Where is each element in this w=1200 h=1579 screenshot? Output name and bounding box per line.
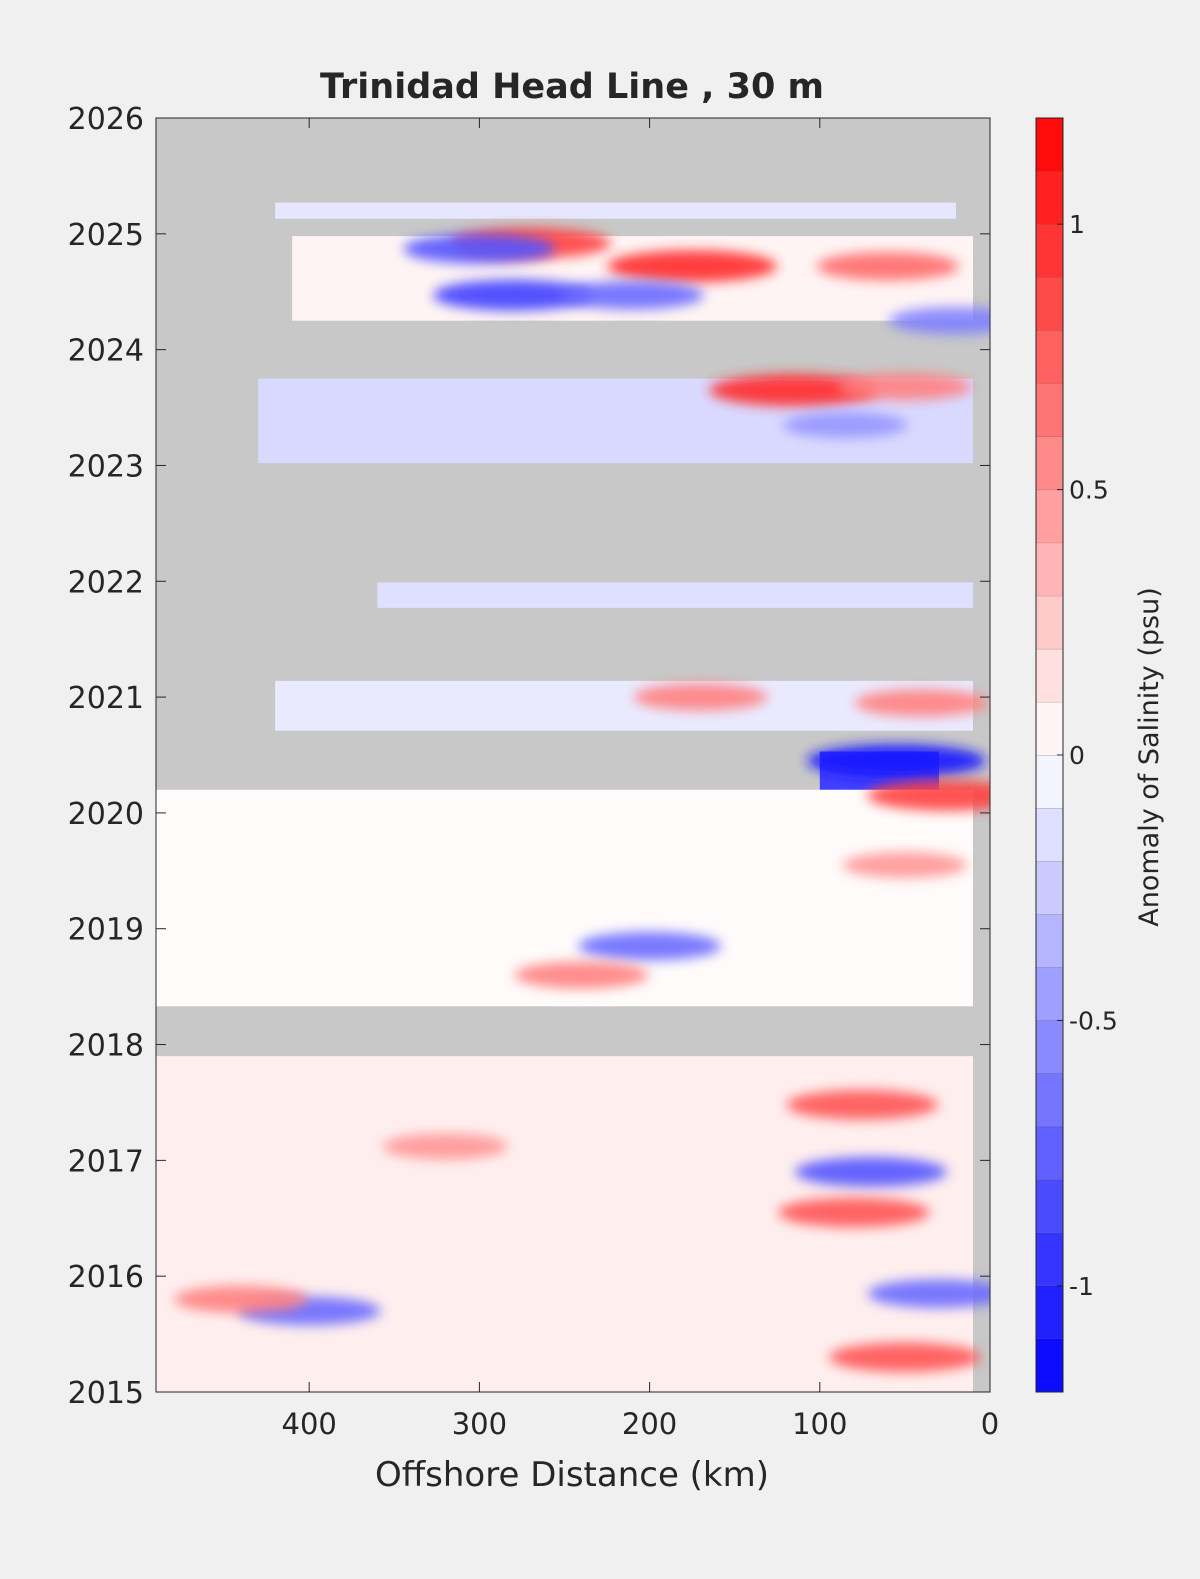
y-tick-label-8: 2023 bbox=[68, 449, 144, 484]
anomaly-feature-23 bbox=[174, 1285, 309, 1313]
anomaly-feature-12 bbox=[806, 744, 986, 778]
colorbar-segment-7 bbox=[1036, 967, 1063, 1021]
data-coverage-band-3 bbox=[377, 582, 973, 608]
x-tick-label-4: 0 bbox=[981, 1407, 999, 1441]
anomaly-feature-6 bbox=[888, 307, 990, 335]
anomaly-feature-19 bbox=[794, 1157, 947, 1187]
colorbar-segment-1 bbox=[1036, 1285, 1063, 1339]
colorbar-segment-12 bbox=[1036, 701, 1063, 755]
anomaly-feature-14 bbox=[842, 852, 968, 879]
colorbar-tick-label-4: 1 bbox=[1069, 210, 1085, 239]
anomaly-feature-4 bbox=[561, 281, 705, 310]
y-tick-label-10: 2025 bbox=[68, 218, 144, 253]
anomaly-feature-0 bbox=[607, 250, 778, 283]
anomaly-feature-5 bbox=[816, 252, 960, 281]
plot-area bbox=[155, 117, 991, 1393]
colorbar-segment-3 bbox=[1036, 1179, 1063, 1233]
colorbar-tick-label-2: 0 bbox=[1069, 741, 1085, 770]
colorbar-segment-18 bbox=[1036, 383, 1063, 437]
chart-title: Trinidad Head Line , 30 m bbox=[320, 67, 824, 107]
colorbar-segment-19 bbox=[1036, 330, 1063, 384]
colorbar-segment-21 bbox=[1036, 224, 1063, 278]
anomaly-feature-20 bbox=[777, 1197, 930, 1228]
anomaly-feature-13 bbox=[866, 780, 990, 811]
anomaly-feature-3 bbox=[432, 279, 594, 311]
anomaly-feature-9 bbox=[782, 411, 908, 438]
anomaly-feature-8 bbox=[837, 373, 972, 401]
x-tick-label-2: 200 bbox=[622, 1407, 677, 1441]
colorbar-segment-23 bbox=[1036, 118, 1063, 172]
y-tick-label-5: 2020 bbox=[68, 797, 144, 832]
colorbar-segment-5 bbox=[1036, 1073, 1063, 1127]
anomaly-feature-16 bbox=[514, 961, 649, 989]
plot-frame bbox=[155, 117, 991, 1393]
colorbar-segment-2 bbox=[1036, 1232, 1063, 1286]
colorbar-segment-14 bbox=[1036, 595, 1063, 649]
colorbar-label: Anomaly of Salinity (psu) bbox=[1134, 587, 1165, 926]
x-axis: 400 300 200 100 0 bbox=[282, 118, 999, 1441]
colorbar-tick-label-1: -0.5 bbox=[1069, 1006, 1118, 1035]
y-tick-label-2: 2017 bbox=[68, 1144, 144, 1179]
anomaly-feature-7 bbox=[709, 374, 880, 407]
colorbar-segment-13 bbox=[1036, 648, 1063, 702]
anomaly-feature-10 bbox=[633, 683, 768, 711]
y-tick-label-1: 2016 bbox=[68, 1260, 144, 1295]
x-tick-label-1: 300 bbox=[452, 1407, 507, 1441]
colorbar-segment-9 bbox=[1036, 861, 1063, 915]
colorbar-segment-16 bbox=[1036, 489, 1063, 543]
y-tick-label-11: 2026 bbox=[68, 102, 144, 137]
colorbar-segment-11 bbox=[1036, 755, 1063, 809]
colorbar-segment-4 bbox=[1036, 1126, 1063, 1180]
x-tick-label-0: 400 bbox=[282, 1407, 337, 1441]
anomaly-feature-11 bbox=[854, 689, 989, 717]
y-axis: 2015 2016 2017 2018 2019 2020 2021 2022 2023 2024… bbox=[68, 102, 990, 1411]
anomaly-feature-17 bbox=[786, 1089, 939, 1120]
anomaly-feature-2 bbox=[403, 234, 556, 264]
anomaly-feature-18 bbox=[382, 1133, 508, 1160]
colorbar-segment-10 bbox=[1036, 808, 1063, 862]
anomaly-feature-21 bbox=[867, 1279, 990, 1308]
colorbar-tick-label-0: -1 bbox=[1069, 1272, 1094, 1301]
colorbar-segment-20 bbox=[1036, 277, 1063, 331]
colorbar-segment-22 bbox=[1036, 171, 1063, 225]
anomaly-feature-15 bbox=[578, 931, 722, 961]
y-tick-label-3: 2018 bbox=[68, 1029, 144, 1064]
y-tick-label-6: 2021 bbox=[68, 681, 144, 716]
x-tick-label-3: 100 bbox=[792, 1407, 847, 1441]
y-tick-label-0: 2015 bbox=[68, 1376, 144, 1411]
colorbar-segment-17 bbox=[1036, 436, 1063, 490]
y-tick-label-9: 2024 bbox=[68, 334, 144, 369]
colorbar-segment-15 bbox=[1036, 542, 1063, 596]
x-axis-label: Offshore Distance (km) bbox=[375, 1455, 769, 1495]
anomaly-feature-24 bbox=[828, 1342, 981, 1373]
y-tick-label-4: 2019 bbox=[68, 913, 144, 948]
colorbar-segment-0 bbox=[1036, 1338, 1063, 1392]
colorbar: -1 -0.5 0 0.5 1 bbox=[1035, 117, 1118, 1393]
colorbar-segment-8 bbox=[1036, 914, 1063, 968]
y-tick-label-7: 2022 bbox=[68, 565, 144, 600]
data-coverage-band-0 bbox=[275, 202, 956, 219]
colorbar-segment-6 bbox=[1036, 1020, 1063, 1074]
colorbar-tick-label-3: 0.5 bbox=[1069, 476, 1109, 505]
